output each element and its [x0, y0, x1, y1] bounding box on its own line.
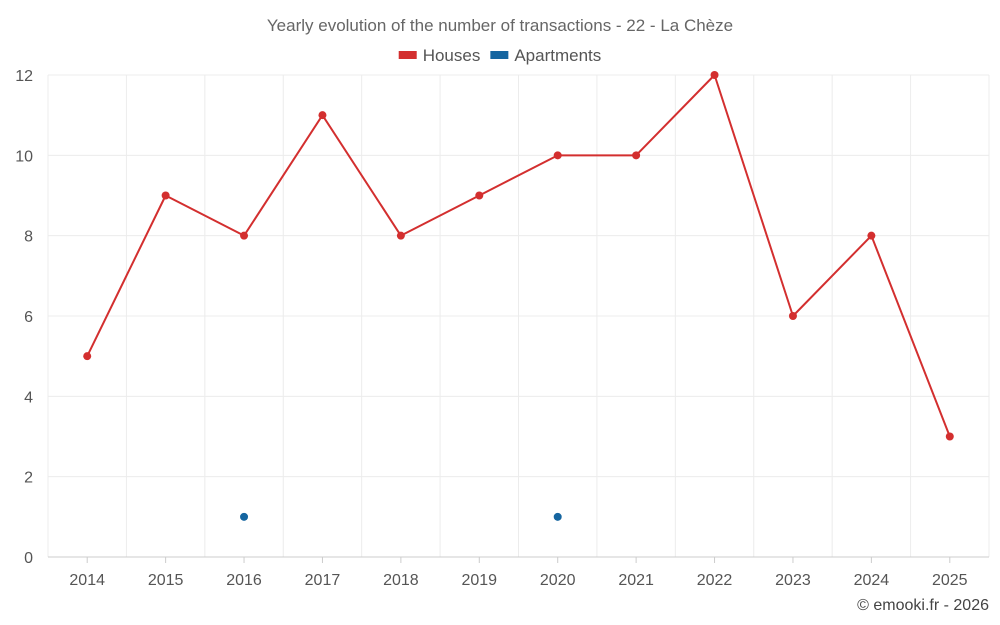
chart-title: Yearly evolution of the number of transa…	[267, 16, 733, 35]
legend: Houses Apartments	[398, 46, 601, 65]
x-tick-label: 2014	[69, 572, 105, 589]
x-tick-label: 2019	[461, 572, 497, 589]
x-tick-label: 2023	[775, 572, 811, 589]
x-tick-label: 2015	[148, 572, 184, 589]
x-tick-label: 2016	[226, 572, 262, 589]
legend-label: Houses	[423, 46, 481, 65]
footer-credit: © emooki.fr - 2026	[857, 597, 989, 614]
data-point-houses	[710, 71, 719, 79]
y-tick-label: 4	[24, 389, 33, 406]
data-point-houses	[240, 231, 249, 240]
data-point-houses	[475, 191, 484, 200]
x-tick-label: 2021	[618, 572, 654, 589]
legend-label: Apartments	[514, 46, 601, 65]
data-point-houses	[396, 231, 405, 240]
legend-swatch-houses	[398, 51, 417, 59]
grid	[47, 74, 990, 558]
data-point-apartments	[553, 512, 562, 521]
data-point-houses	[867, 231, 876, 240]
data-point-houses	[945, 432, 954, 441]
y-tick-label: 12	[15, 68, 33, 85]
x-tick-label: 2017	[305, 572, 341, 589]
x-tick-label: 2018	[383, 572, 419, 589]
y-tick-label: 6	[24, 309, 33, 326]
y-tick-label: 8	[24, 229, 33, 246]
series-layer	[83, 71, 954, 521]
y-tick-label: 0	[24, 550, 33, 567]
data-point-houses	[553, 151, 562, 160]
x-tick-label: 2025	[932, 572, 968, 589]
data-point-houses	[161, 191, 170, 200]
axes: 0 2 4 6 8 10 12 2014 2015 2016 2017 2018 2019 2020 202…	[15, 68, 989, 589]
y-tick-label: 10	[15, 148, 33, 165]
data-point-houses	[632, 151, 641, 160]
x-tick-label: 2022	[697, 572, 733, 589]
data-point-houses	[788, 312, 797, 320]
x-tick-label: 2020	[540, 572, 576, 589]
legend-swatch-apartments	[490, 51, 509, 59]
y-tick-label: 2	[24, 470, 33, 487]
data-point-houses	[83, 352, 92, 361]
x-tick-label: 2024	[854, 572, 890, 589]
data-point-apartments	[240, 512, 249, 521]
series-line-houses	[86, 74, 951, 437]
data-point-houses	[318, 111, 327, 120]
